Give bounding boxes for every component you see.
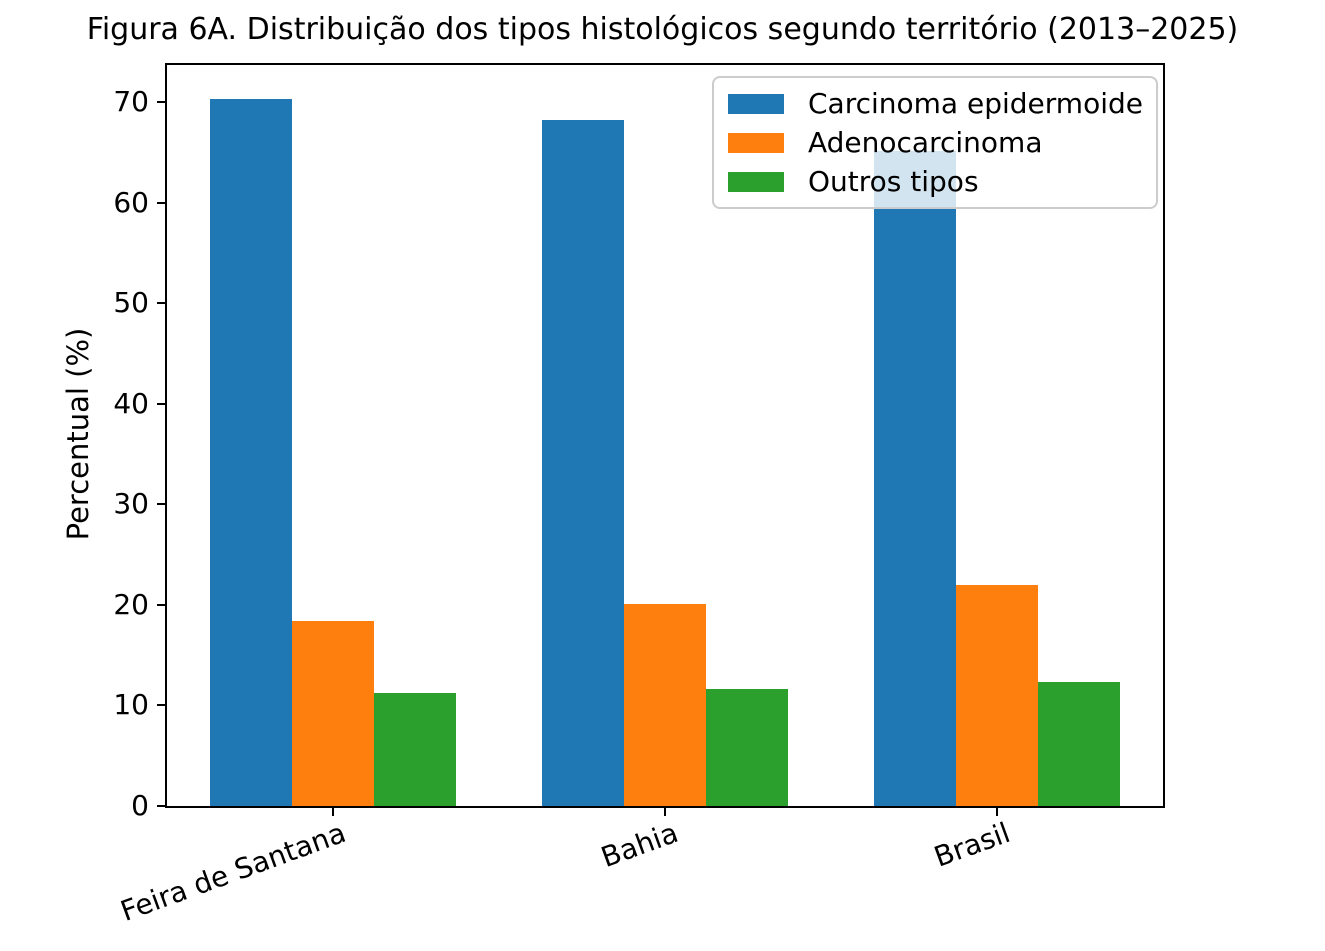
x-tick-mark bbox=[332, 808, 334, 816]
bar-adenocarcinoma bbox=[624, 604, 706, 806]
x-tick-label: Brasil bbox=[929, 816, 1015, 874]
y-tick-label: 20 bbox=[113, 587, 149, 621]
y-tick-label: 0 bbox=[131, 789, 149, 822]
chart-title: Figura 6A. Distribuição dos tipos histol… bbox=[86, 12, 1239, 47]
y-tick-mark bbox=[157, 402, 165, 405]
bar-adenocarcinoma bbox=[956, 585, 1038, 806]
y-tick-label: 60 bbox=[113, 185, 149, 219]
y-tick-label: 40 bbox=[113, 386, 149, 420]
bar-carcinoma-epidermoide bbox=[542, 120, 624, 806]
y-tick-label: 10 bbox=[113, 688, 149, 722]
bar-carcinoma-epidermoide bbox=[210, 99, 292, 806]
x-tick-label: Bahia bbox=[596, 816, 683, 875]
legend-item: Carcinoma epidermoide bbox=[728, 86, 1143, 120]
legend-color-swatch bbox=[728, 171, 784, 192]
y-tick-label: 70 bbox=[113, 85, 149, 119]
bar-outros-tipos bbox=[374, 693, 456, 806]
legend: Carcinoma epidermoide Adenocarcinoma Outro… bbox=[712, 76, 1158, 209]
legend-item-label: Adenocarcinoma bbox=[808, 125, 1043, 159]
legend-item: Outros tipos bbox=[728, 164, 1142, 198]
y-tick-label: 50 bbox=[113, 286, 149, 320]
x-tick-mark bbox=[996, 808, 998, 816]
x-tick-label: Feira de Santana bbox=[116, 816, 351, 928]
y-tick-mark bbox=[157, 101, 165, 104]
y-tick-mark bbox=[157, 704, 165, 707]
legend-color-swatch bbox=[728, 93, 784, 114]
bar-adenocarcinoma bbox=[292, 621, 374, 806]
y-tick-mark bbox=[157, 603, 165, 606]
y-tick-mark bbox=[157, 805, 165, 807]
y-tick-mark bbox=[157, 201, 165, 204]
y-tick-mark bbox=[157, 503, 165, 506]
y-tick-label: 30 bbox=[113, 487, 149, 521]
legend-item-label: Outros tipos bbox=[808, 164, 979, 198]
x-tick-mark bbox=[664, 808, 666, 816]
bar-outros-tipos bbox=[706, 689, 788, 806]
bar-carcinoma-epidermoide bbox=[874, 151, 956, 806]
legend-color-swatch bbox=[728, 132, 784, 153]
bar-outros-tipos bbox=[1038, 682, 1120, 806]
legend-item-label: Carcinoma epidermoide bbox=[808, 86, 1143, 120]
y-tick-mark bbox=[157, 302, 165, 305]
legend-item: Adenocarcinoma bbox=[728, 125, 1142, 159]
